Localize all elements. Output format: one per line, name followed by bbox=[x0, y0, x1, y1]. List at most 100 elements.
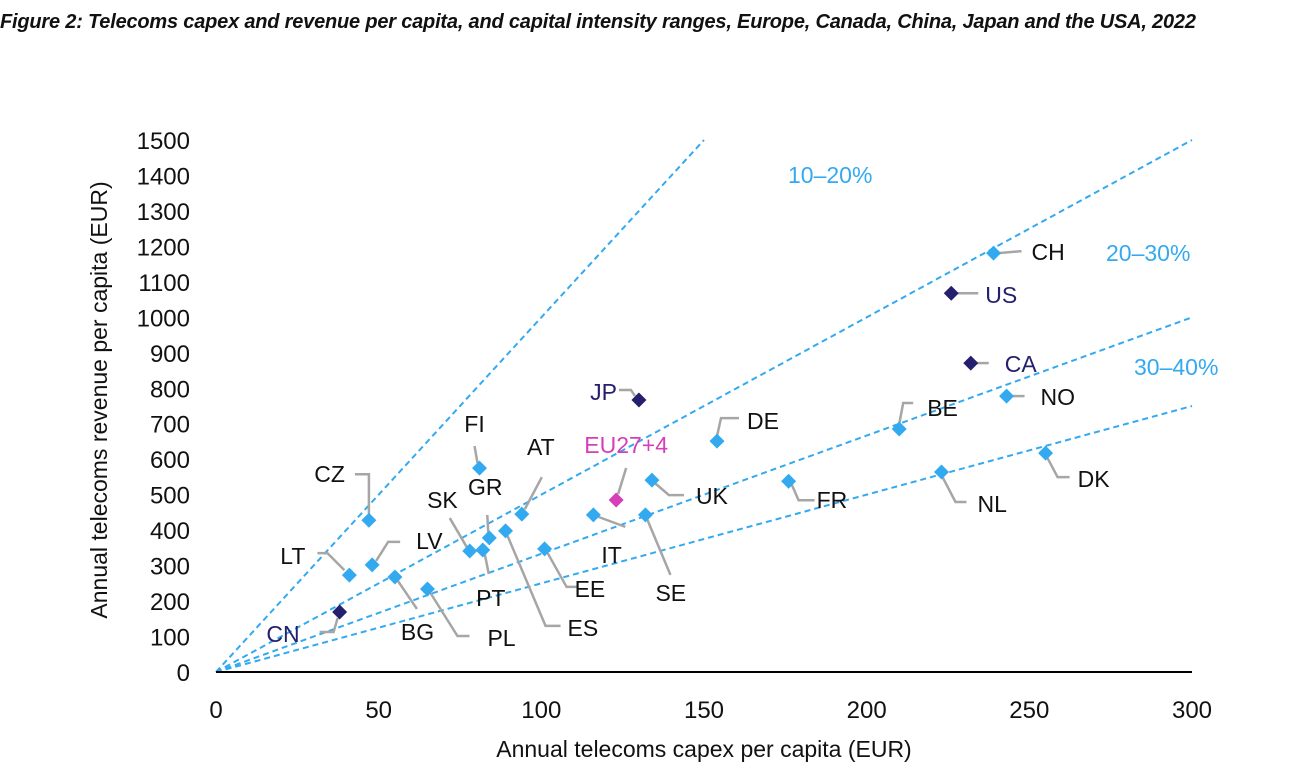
intensity-lines bbox=[215, 139, 1193, 673]
point-it bbox=[585, 507, 601, 523]
leader-line-pt bbox=[483, 553, 490, 575]
leader-line-be bbox=[897, 401, 914, 425]
point-label-pt: PT bbox=[476, 585, 505, 611]
x-axis-label: Annual telecoms capex per capita (EUR) bbox=[496, 736, 911, 762]
point-eu27-4 bbox=[608, 492, 624, 508]
point-label-fr: FR bbox=[817, 487, 848, 513]
leader-line-at bbox=[523, 476, 543, 510]
x-tick-label: 300 bbox=[1172, 697, 1212, 724]
point-label-fi: FI bbox=[464, 411, 484, 437]
point-fi bbox=[472, 460, 488, 476]
leader-line-se bbox=[646, 519, 672, 576]
x-tick-label: 150 bbox=[684, 697, 724, 724]
y-tick-label: 600 bbox=[150, 447, 190, 474]
y-tick-label: 100 bbox=[150, 625, 190, 652]
point-ee bbox=[537, 541, 553, 557]
leader-line-cn bbox=[319, 617, 339, 634]
point-label-se: SE bbox=[655, 580, 686, 606]
y-axis-label: Annual telecoms revenue per capita (EUR) bbox=[86, 181, 112, 618]
point-es bbox=[498, 523, 514, 539]
point-ca bbox=[963, 355, 979, 371]
y-tick-label: 700 bbox=[150, 412, 190, 439]
point-pl bbox=[419, 581, 435, 597]
point-label-sk: SK bbox=[427, 487, 458, 513]
y-tick-label: 1300 bbox=[137, 199, 190, 226]
y-tick-label: 1500 bbox=[137, 128, 190, 155]
tick-labels: 0 50 100 150 200 250 300 0 100 200 300 400 500 600 700… bbox=[137, 128, 1212, 724]
point-cn bbox=[332, 604, 348, 620]
point-bg bbox=[387, 569, 403, 585]
leader-line-lv bbox=[375, 540, 401, 562]
leader-line-nl bbox=[941, 476, 967, 504]
point-nl bbox=[933, 464, 949, 480]
leader-line-lt bbox=[317, 551, 346, 572]
point-label-eu27-4: EU27+4 bbox=[584, 432, 668, 458]
point-label-it: IT bbox=[601, 542, 621, 568]
point-se bbox=[637, 507, 653, 523]
leader-line-eu27-4 bbox=[616, 467, 628, 495]
point-label-us: US bbox=[985, 282, 1017, 308]
intensity-line-40pct bbox=[215, 405, 1193, 673]
leader-line-fr bbox=[790, 483, 815, 502]
point-label-jp: JP bbox=[590, 379, 617, 405]
point-dk bbox=[1038, 445, 1054, 461]
y-tick-label: 1100 bbox=[138, 270, 190, 297]
range-label-20-30: 20–30% bbox=[1106, 240, 1190, 266]
range-label-10-20: 10–20% bbox=[788, 162, 872, 188]
point-label-cz: CZ bbox=[314, 461, 345, 487]
leader-lines bbox=[317, 249, 1070, 638]
point-no bbox=[999, 388, 1015, 404]
y-tick-label: 400 bbox=[150, 518, 190, 545]
point-cz bbox=[361, 512, 377, 528]
data-points bbox=[332, 245, 1054, 620]
point-lv bbox=[364, 557, 380, 573]
leader-line-gr bbox=[486, 514, 490, 534]
point-gr bbox=[481, 530, 497, 546]
point-label-nl: NL bbox=[977, 491, 1007, 517]
chart-title: Figure 2: Telecoms capex and revenue per… bbox=[0, 11, 1196, 33]
point-sk bbox=[462, 543, 478, 559]
point-jp bbox=[631, 392, 647, 408]
x-tick-label: 100 bbox=[521, 697, 561, 724]
point-label-lt: LT bbox=[280, 543, 305, 569]
point-label-bg: BG bbox=[401, 619, 434, 645]
point-label-lv: LV bbox=[416, 528, 443, 554]
point-fr bbox=[781, 473, 797, 489]
intensity-line-10pct bbox=[215, 139, 705, 673]
intensity-line-20pct bbox=[215, 139, 1193, 673]
x-tick-label: 0 bbox=[209, 697, 222, 724]
y-tick-label: 1400 bbox=[137, 163, 190, 190]
leader-line-uk bbox=[654, 482, 684, 497]
leader-line-ee bbox=[546, 552, 577, 589]
y-tick-label: 500 bbox=[150, 483, 190, 510]
point-labels: CZ LT LV CN BG PL FI SK PT GR ES AT EE IT EU27+4 SE UK JP… bbox=[266, 239, 1110, 651]
point-ch bbox=[986, 245, 1002, 261]
point-label-be: BE bbox=[927, 395, 958, 421]
y-tick-label: 1200 bbox=[137, 234, 190, 261]
point-label-pl: PL bbox=[487, 625, 515, 651]
point-be bbox=[891, 421, 907, 437]
x-tick-label: 250 bbox=[1009, 697, 1049, 724]
point-lt bbox=[341, 567, 357, 583]
point-label-ch: CH bbox=[1032, 239, 1065, 265]
point-label-gr: GR bbox=[468, 474, 503, 500]
y-tick-label: 200 bbox=[150, 589, 190, 616]
point-label-uk: UK bbox=[696, 483, 729, 509]
leader-line-ch bbox=[998, 249, 1022, 255]
point-label-es: ES bbox=[568, 615, 599, 641]
intensity-line-30pct bbox=[215, 316, 1193, 673]
point-us bbox=[943, 285, 959, 301]
point-label-ca: CA bbox=[1005, 351, 1038, 377]
point-de bbox=[709, 433, 725, 449]
leader-line-dk bbox=[1046, 457, 1070, 479]
point-label-dk: DK bbox=[1078, 466, 1111, 492]
y-tick-label: 900 bbox=[150, 341, 190, 368]
y-tick-label: 300 bbox=[150, 554, 190, 581]
leader-line-cz bbox=[354, 472, 371, 515]
leader-line-pl bbox=[429, 592, 470, 638]
point-label-ee: EE bbox=[575, 576, 606, 602]
point-label-de: DE bbox=[747, 408, 779, 434]
x-tick-label: 200 bbox=[847, 697, 887, 724]
point-at bbox=[514, 506, 530, 522]
